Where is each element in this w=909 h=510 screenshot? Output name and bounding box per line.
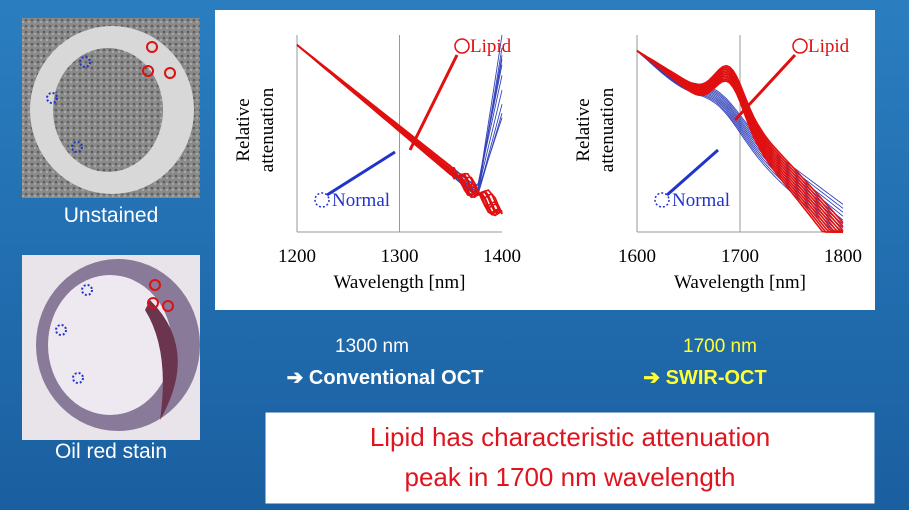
- annotation-marker: [654, 192, 670, 208]
- image-caption: Unstained: [64, 204, 159, 227]
- y-axis-label: Relative: [573, 98, 594, 161]
- spectrum-curve: [636, 50, 843, 233]
- annotation-marker: [792, 38, 808, 54]
- annotation: Normal: [332, 190, 390, 211]
- x-tick-label: 1800: [824, 246, 862, 267]
- leader-line: [326, 150, 396, 197]
- plot-panel: [215, 10, 875, 310]
- x-axis-label: Wavelength [nm]: [334, 272, 466, 293]
- leader-line: [733, 53, 797, 122]
- oil-red-image: [22, 255, 200, 440]
- message-line: peak in 1700 nm wavelength: [404, 462, 735, 492]
- y-axis-label: attenuation: [257, 87, 278, 172]
- method-caption: ➔ SWIR-OCT: [643, 367, 766, 389]
- x-tick-label: 1400: [483, 246, 521, 267]
- image-caption: Oil red stain: [55, 440, 167, 463]
- y-axis-label: attenuation: [597, 87, 618, 172]
- annotation: Lipid: [470, 36, 512, 57]
- x-tick-label: 1600: [618, 246, 656, 267]
- leader-line: [666, 148, 719, 197]
- annotation: Normal: [672, 190, 730, 211]
- annotation: Lipid: [808, 36, 850, 57]
- x-tick-label: 1700: [721, 246, 759, 267]
- y-axis-label: Relative: [233, 98, 254, 161]
- x-axis-label: Wavelength [nm]: [674, 272, 806, 293]
- x-tick-label: 1300: [381, 246, 419, 267]
- wavelength-caption: 1300 nm: [335, 336, 409, 357]
- x-tick-label: 1200: [278, 246, 316, 267]
- method-caption: ➔ Conventional OCT: [287, 367, 484, 389]
- annotation-marker: [454, 38, 470, 54]
- unstained-image: [22, 18, 200, 198]
- leader-line: [408, 54, 459, 151]
- annotation-marker: [314, 192, 330, 208]
- spectrum-curve: [296, 44, 503, 215]
- message-line: Lipid has characteristic attenuation: [370, 422, 770, 452]
- wavelength-caption: 1700 nm: [683, 336, 757, 357]
- message-box: [264, 411, 876, 505]
